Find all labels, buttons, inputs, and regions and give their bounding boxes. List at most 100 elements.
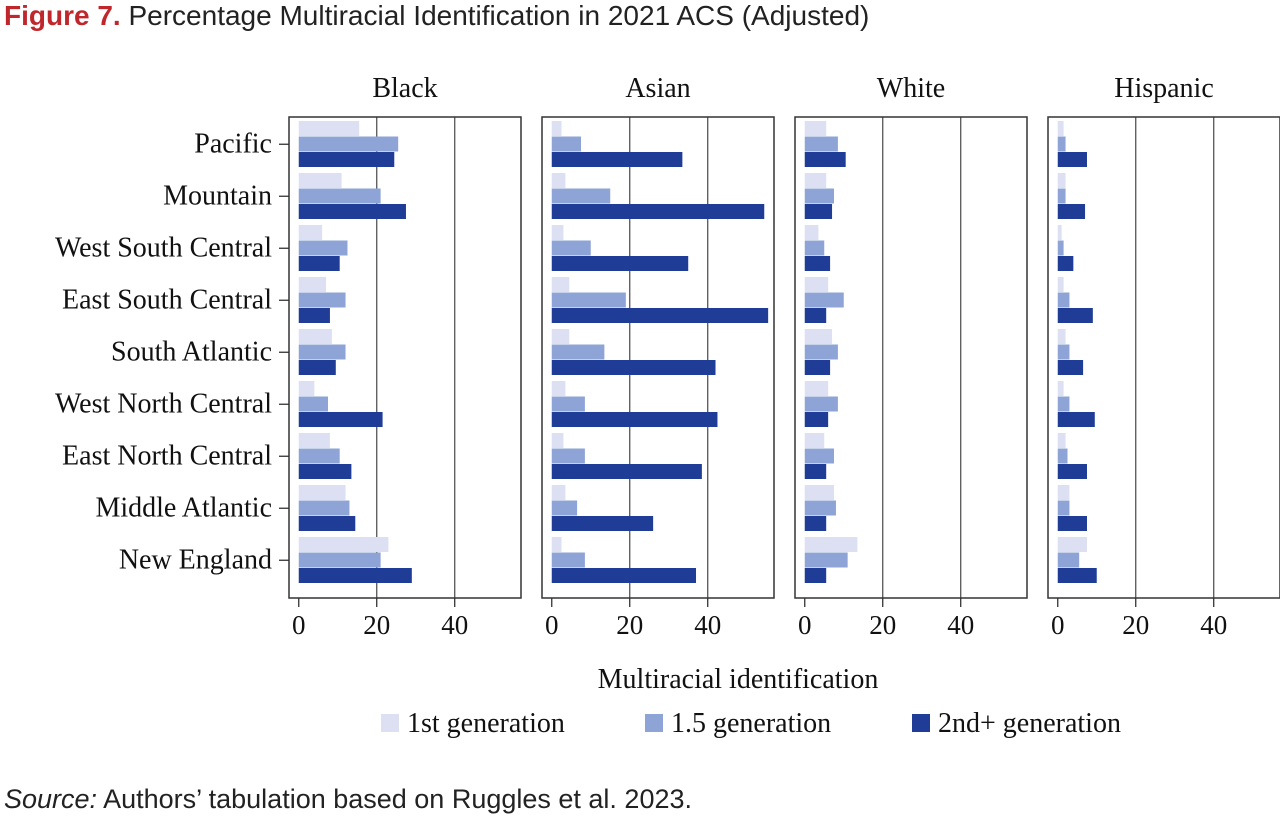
x-tick-label-black-40: 40 xyxy=(441,610,468,640)
bar-asian-new-england-2nd-generation xyxy=(551,568,697,583)
bar-hispanic-pacific-2nd-generation xyxy=(1057,152,1087,167)
x-tick-label-asian-40: 40 xyxy=(694,610,721,640)
bar-asian-pacific-2nd-generation xyxy=(551,152,683,167)
bar-black-middle-atlantic-1-5-generation xyxy=(298,500,350,516)
bar-black-new-england-1-5-generation xyxy=(298,552,381,568)
x-tick-label-hispanic-20: 20 xyxy=(1122,610,1149,640)
bar-white-south-atlantic-2nd-generation xyxy=(804,360,831,375)
bar-asian-west-south-central-1st-generation xyxy=(551,225,564,240)
bar-white-west-north-central-1-5-generation xyxy=(804,396,838,412)
bar-hispanic-west-north-central-1-5-generation xyxy=(1057,396,1070,412)
bar-hispanic-east-north-central-2nd-generation xyxy=(1057,464,1087,479)
bar-hispanic-pacific-1st-generation xyxy=(1057,121,1064,136)
bar-white-west-south-central-1st-generation xyxy=(804,225,819,240)
bar-black-west-south-central-1-5-generation xyxy=(298,240,348,256)
legend-swatch-1-5-generation xyxy=(645,714,663,732)
x-tick-label-black-0: 0 xyxy=(292,610,306,640)
bar-hispanic-new-england-2nd-generation xyxy=(1057,568,1097,583)
x-tick-label-white-40: 40 xyxy=(947,610,974,640)
bar-asian-mountain-2nd-generation xyxy=(551,204,765,219)
bar-hispanic-new-england-1-5-generation xyxy=(1057,552,1080,568)
figure-label: Figure 7. xyxy=(4,0,121,31)
bar-white-south-atlantic-1st-generation xyxy=(804,329,833,344)
y-label-west-south-central: West South Central xyxy=(55,232,272,263)
bar-black-west-north-central-1st-generation xyxy=(298,381,315,396)
bar-black-west-north-central-2nd-generation xyxy=(298,412,383,427)
bar-white-mountain-2nd-generation xyxy=(804,204,833,219)
bar-black-south-atlantic-1st-generation xyxy=(298,329,332,344)
multiracial-identification-chart: Black 0 20 40 Asian 0 20 40 White 0 20 40 Hispanic 0 2… xyxy=(55,73,1280,739)
y-label-mountain: Mountain xyxy=(163,180,272,211)
x-tick-label-asian-0: 0 xyxy=(545,610,559,640)
panel-title-white: White xyxy=(877,73,945,104)
bar-hispanic-west-south-central-1st-generation xyxy=(1057,225,1062,240)
bar-white-east-south-central-2nd-generation xyxy=(804,308,827,323)
bar-black-east-north-central-1-5-generation xyxy=(298,448,340,464)
bar-hispanic-south-atlantic-2nd-generation xyxy=(1057,360,1084,375)
bar-hispanic-mountain-1-5-generation xyxy=(1057,188,1066,204)
panel-frame-hispanic xyxy=(1047,116,1280,599)
bar-asian-west-south-central-2nd-generation xyxy=(551,256,689,271)
legend-label-1-5-generation: 1.5 generation xyxy=(671,708,831,739)
bar-asian-west-north-central-2nd-generation xyxy=(551,412,718,427)
bar-hispanic-mountain-2nd-generation xyxy=(1057,204,1086,219)
bar-white-mountain-1-5-generation xyxy=(804,188,834,204)
legend-label-2nd-generation: 2nd+ generation xyxy=(938,708,1121,739)
bar-hispanic-west-south-central-1-5-generation xyxy=(1057,240,1064,256)
bar-white-west-south-central-2nd-generation xyxy=(804,256,831,271)
bar-asian-mountain-1-5-generation xyxy=(551,188,611,204)
legend-swatch-2nd-generation xyxy=(912,714,930,732)
bar-black-mountain-1st-generation xyxy=(298,173,342,188)
x-tick-label-asian-20: 20 xyxy=(616,610,643,640)
bar-white-west-north-central-1st-generation xyxy=(804,381,829,396)
bar-hispanic-east-north-central-1st-generation xyxy=(1057,433,1066,448)
bar-black-pacific-2nd-generation xyxy=(298,152,395,167)
bar-asian-south-atlantic-1st-generation xyxy=(551,329,570,344)
bar-white-mountain-1st-generation xyxy=(804,173,827,188)
bar-asian-east-south-central-2nd-generation xyxy=(551,308,769,323)
bar-white-new-england-1st-generation xyxy=(804,537,858,552)
bar-black-west-south-central-2nd-generation xyxy=(298,256,340,271)
bar-hispanic-west-south-central-2nd-generation xyxy=(1057,256,1074,271)
y-label-south-atlantic: South Atlantic xyxy=(111,336,272,367)
bar-hispanic-mountain-1st-generation xyxy=(1057,173,1066,188)
bar-black-east-south-central-1-5-generation xyxy=(298,292,346,308)
bar-white-pacific-2nd-generation xyxy=(804,152,846,167)
bar-asian-west-north-central-1-5-generation xyxy=(551,396,585,412)
bar-asian-south-atlantic-2nd-generation xyxy=(551,360,716,375)
bar-black-east-north-central-1st-generation xyxy=(298,433,330,448)
bar-asian-mountain-1st-generation xyxy=(551,173,566,188)
bar-hispanic-west-north-central-2nd-generation xyxy=(1057,412,1095,427)
panel-frame-asian xyxy=(541,116,775,599)
figure-title: Figure 7. Percentage Multiracial Identif… xyxy=(4,0,869,32)
x-tick-label-hispanic-40: 40 xyxy=(1200,610,1227,640)
bar-asian-east-north-central-1-5-generation xyxy=(551,448,585,464)
bar-black-new-england-1st-generation xyxy=(298,537,389,552)
bar-hispanic-south-atlantic-1st-generation xyxy=(1057,329,1066,344)
bar-white-west-south-central-1-5-generation xyxy=(804,240,825,256)
bar-white-pacific-1-5-generation xyxy=(804,136,838,152)
panel-title-black: Black xyxy=(372,73,437,104)
source-label: Source: xyxy=(4,784,98,814)
x-tick-label-white-0: 0 xyxy=(798,610,812,640)
bar-asian-pacific-1st-generation xyxy=(551,121,562,136)
x-tick-label-hispanic-0: 0 xyxy=(1051,610,1065,640)
panel-title-hispanic: Hispanic xyxy=(1114,73,1214,104)
source-text: Authors’ tabulation based on Ruggles et … xyxy=(103,784,692,814)
bar-black-middle-atlantic-2nd-generation xyxy=(298,516,356,531)
bar-asian-middle-atlantic-1st-generation xyxy=(551,485,566,500)
bar-black-west-south-central-1st-generation xyxy=(298,225,323,240)
bar-white-east-south-central-1st-generation xyxy=(804,277,829,292)
bar-hispanic-south-atlantic-1-5-generation xyxy=(1057,344,1070,360)
bar-asian-middle-atlantic-2nd-generation xyxy=(551,516,654,531)
bar-black-pacific-1st-generation xyxy=(298,121,360,136)
bar-white-middle-atlantic-1st-generation xyxy=(804,485,834,500)
x-tick-label-black-20: 20 xyxy=(363,610,390,640)
bar-asian-east-north-central-1st-generation xyxy=(551,433,564,448)
legend-swatch-1st-generation xyxy=(381,714,399,732)
y-label-pacific: Pacific xyxy=(194,128,272,159)
bar-white-pacific-1st-generation xyxy=(804,121,827,136)
bar-black-east-south-central-1st-generation xyxy=(298,277,327,292)
bar-black-east-south-central-2nd-generation xyxy=(298,308,330,323)
bar-asian-west-north-central-1st-generation xyxy=(551,381,566,396)
